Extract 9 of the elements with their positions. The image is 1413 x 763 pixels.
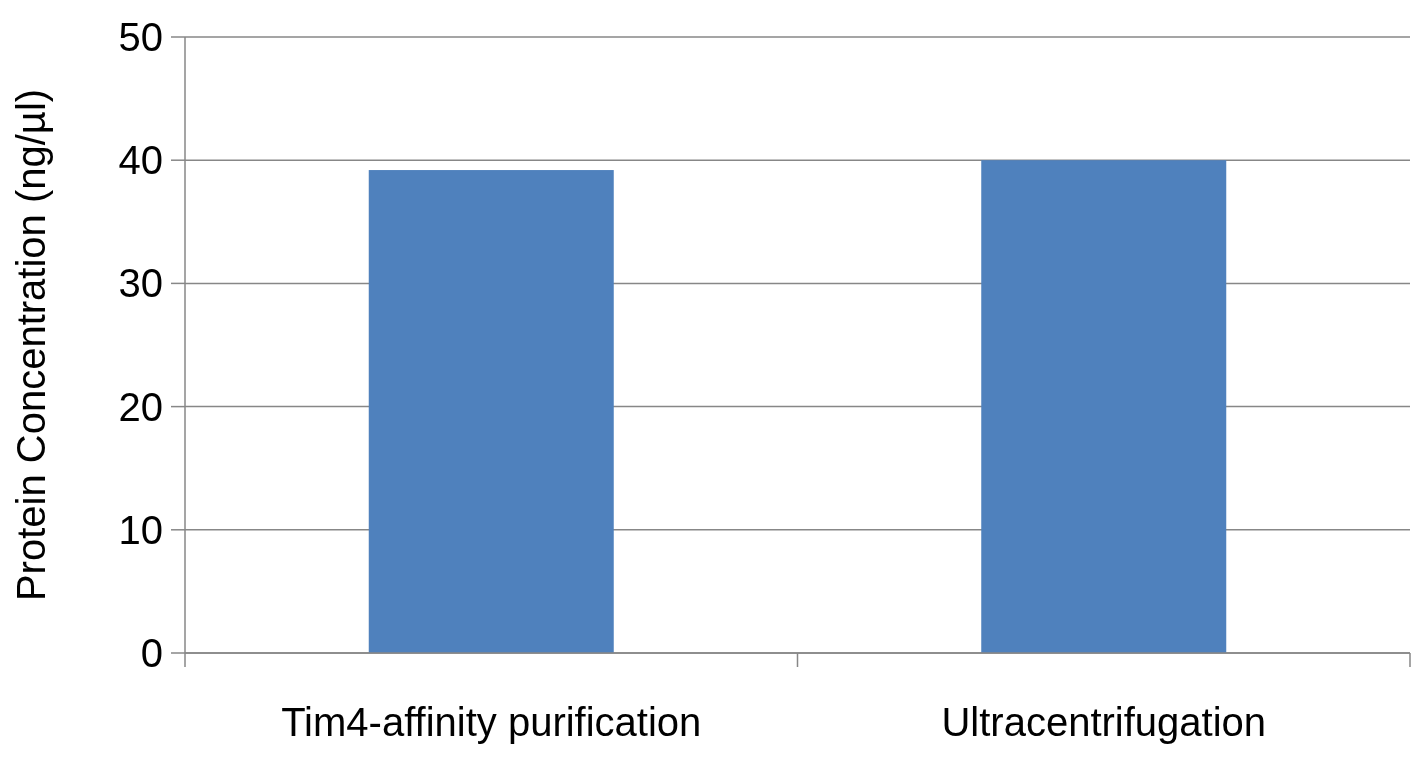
- x-tick-label: Tim4-affinity purification: [281, 700, 702, 744]
- y-axis-title: Protein Concentration (ng/µl): [9, 88, 53, 602]
- y-tick-label: 0: [140, 631, 163, 675]
- y-tick-label: 50: [118, 15, 163, 59]
- y-tick-label: 30: [118, 261, 163, 306]
- x-tick-label: Ultracentrifugation: [941, 700, 1267, 744]
- y-tick-label: 10: [118, 507, 163, 552]
- y-tick-label: 20: [118, 384, 163, 429]
- y-tick-label: 40: [118, 138, 163, 183]
